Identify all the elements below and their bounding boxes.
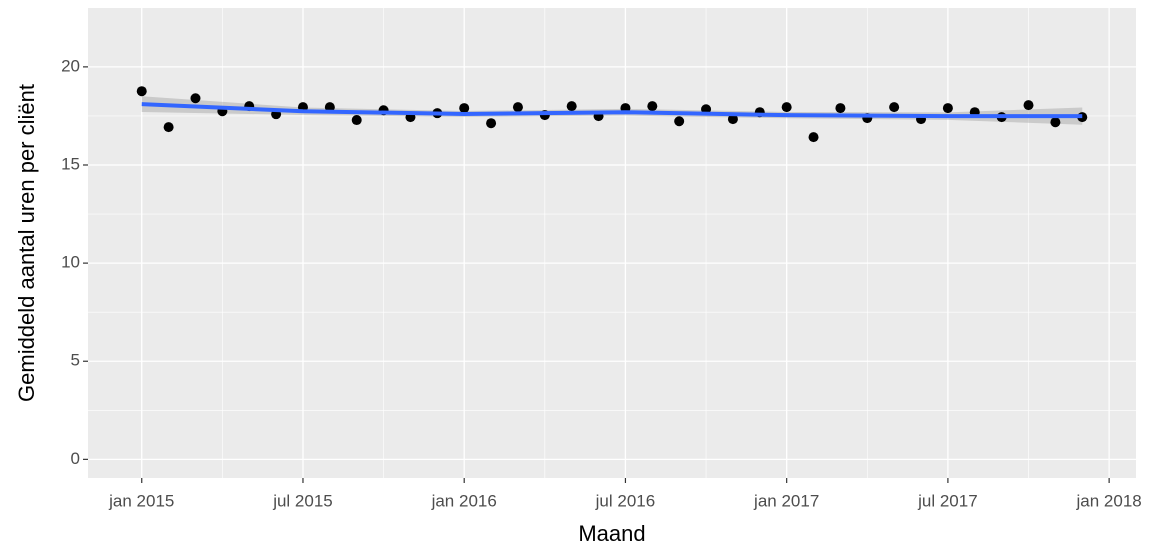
point xyxy=(674,116,685,127)
y-tick-label: 10 xyxy=(61,253,80,272)
point xyxy=(512,102,523,113)
point xyxy=(835,103,846,114)
point xyxy=(136,86,147,97)
y-tick-label: 20 xyxy=(61,56,80,75)
y-tick-label: 0 xyxy=(71,449,80,468)
x-tick-label: jul 2016 xyxy=(595,491,656,510)
x-tick-label: jan 2015 xyxy=(108,491,174,510)
x-tick-label: jan 2016 xyxy=(431,491,497,510)
smooth-line xyxy=(141,102,1083,119)
x-tick-label: jul 2015 xyxy=(272,491,333,510)
y-tick-label: 5 xyxy=(71,351,80,370)
point xyxy=(190,93,201,104)
point xyxy=(1050,117,1061,128)
x-tick-label: jul 2017 xyxy=(917,491,978,510)
point xyxy=(781,102,792,113)
panel xyxy=(88,8,1136,478)
point xyxy=(808,132,819,143)
point xyxy=(889,102,900,113)
point xyxy=(351,115,362,126)
point xyxy=(324,102,335,113)
x-tick-label: jan 2018 xyxy=(1076,491,1142,510)
point xyxy=(486,118,497,129)
point xyxy=(1023,100,1034,111)
point xyxy=(163,122,174,133)
point xyxy=(727,114,738,125)
y-tick-label: 15 xyxy=(61,154,80,173)
point xyxy=(647,101,658,112)
x-tick-label: jan 2017 xyxy=(753,491,819,510)
y-axis-label: Gemiddeld aantal uren per cliënt xyxy=(14,84,39,402)
point xyxy=(459,103,470,114)
point xyxy=(566,101,577,112)
x-axis-label: Maand xyxy=(578,521,645,546)
point xyxy=(942,103,953,114)
